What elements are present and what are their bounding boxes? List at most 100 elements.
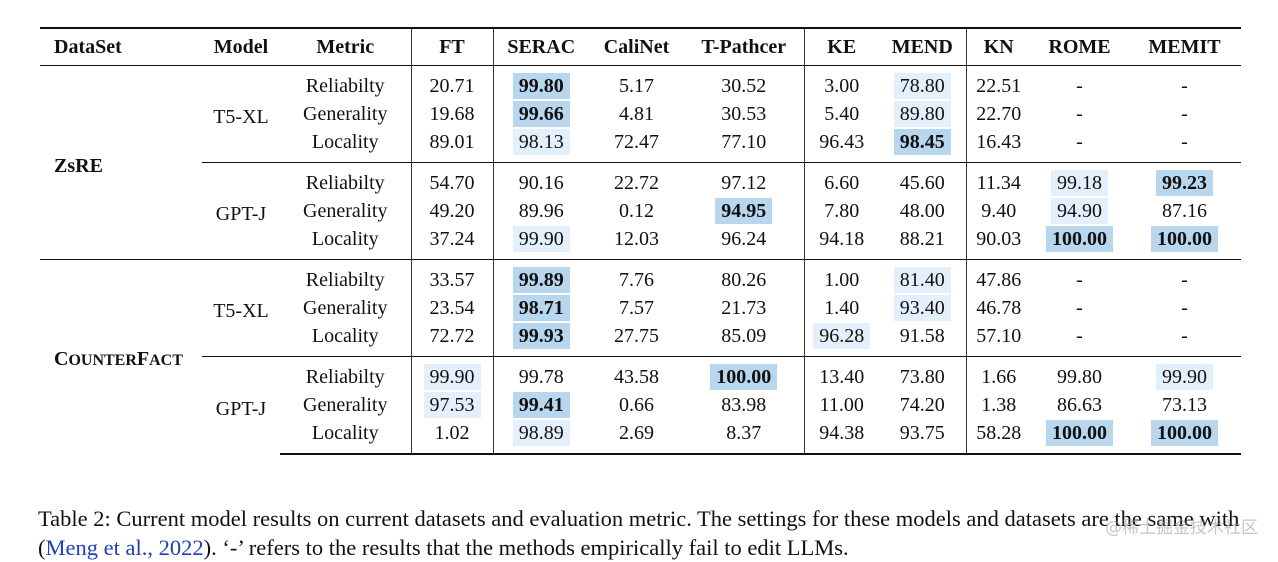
cell-rome: -: [1031, 322, 1128, 357]
cell-value: 3.00: [824, 75, 860, 97]
cell-value: -: [1076, 131, 1083, 153]
cell-ke: 1.40: [803, 294, 879, 322]
cell-calinet: 72.47: [589, 128, 684, 163]
header-serac: SERAC: [492, 28, 589, 66]
cell-value: 11.34: [976, 172, 1021, 194]
cell-rome: -: [1031, 66, 1128, 101]
cell-serac: 99.41: [492, 391, 589, 419]
cell-tpatcher: 96.24: [684, 225, 804, 260]
cell-value: -: [1181, 269, 1188, 291]
table-row: Locality 1.02 98.89 2.69 8.37 94.38 93.75 58.28…: [40, 419, 1241, 455]
cell-value: 94.95: [715, 198, 773, 224]
cell-calinet: 7.76: [589, 259, 684, 294]
cell-memit: -: [1128, 100, 1241, 128]
cell-memit: 99.90: [1128, 356, 1241, 391]
cell-value: 37.24: [429, 228, 475, 250]
cell-value: 1.02: [434, 422, 470, 444]
cell-ft: 99.90: [410, 356, 493, 391]
cell-value: 99.80: [1057, 366, 1102, 388]
cell-memit: 100.00: [1128, 419, 1241, 455]
cell-value: 96.24: [721, 228, 767, 250]
cell-kn: 1.66: [965, 356, 1031, 391]
cell-value: -: [1181, 297, 1188, 319]
metric-name: Locality: [280, 419, 411, 455]
cell-value: -: [1076, 103, 1083, 125]
cell-value: 100.00: [710, 364, 778, 390]
cell-ft: 1.02: [410, 419, 493, 455]
cell-value: 98.89: [512, 420, 570, 446]
cell-value: 21.73: [721, 297, 767, 319]
cell-value: 85.09: [721, 325, 767, 347]
dataset-name: COUNTERFACT: [40, 259, 202, 454]
header-ft: FT: [410, 28, 493, 66]
header-row: DataSet Model Metric FT SERAC CaliNet T-…: [40, 28, 1241, 66]
cell-value: 27.75: [614, 325, 659, 347]
cell-ft: 23.54: [410, 294, 493, 322]
cell-calinet: 12.03: [589, 225, 684, 260]
cell-value: 45.60: [899, 172, 945, 194]
metric-name: Locality: [311, 325, 379, 347]
cell-value: 99.18: [1051, 170, 1108, 196]
cell-value: 1.38: [981, 394, 1017, 416]
metric-name: Generality: [303, 200, 388, 222]
cell-value: 20.71: [429, 75, 475, 97]
cell-kn: 90.03: [965, 225, 1031, 260]
cell-value: 30.52: [721, 75, 767, 97]
cell-value: 99.78: [518, 366, 564, 388]
cell-value: 5.40: [824, 103, 860, 125]
cell-value: 73.13: [1162, 394, 1207, 416]
cell-kn: 58.28: [965, 419, 1031, 455]
cell-ft: 37.24: [410, 225, 493, 260]
header-metric: Metric: [316, 36, 375, 58]
cell-value: 7.57: [619, 297, 654, 319]
table-row: Locality 72.72 99.93 27.75 85.09 96.28 91.58 57…: [40, 322, 1241, 357]
cell-ke: 94.38: [803, 419, 879, 455]
cell-value: 72.47: [614, 131, 659, 153]
cell-value: 72.72: [429, 325, 475, 347]
cell-value: 93.75: [899, 422, 945, 444]
cell-value: 48.00: [899, 200, 945, 222]
cell-calinet: 0.12: [589, 197, 684, 225]
cell-ft: 72.72: [410, 322, 493, 357]
cell-ft: 49.20: [410, 197, 493, 225]
cell-value: 91.58: [899, 325, 945, 347]
cell-value: 58.28: [976, 422, 1022, 444]
model-name: GPT-J: [202, 356, 280, 454]
cell-kn: 22.51: [965, 65, 1031, 100]
cell-kn: 11.34: [965, 162, 1031, 197]
header-dataset: DataSet: [54, 36, 122, 58]
watermark: @稀土掘金技术社区: [1105, 518, 1258, 538]
model-name: GPT-J: [202, 162, 280, 260]
cell-value: 6.60: [824, 172, 860, 194]
cell-ft: 89.01: [410, 128, 493, 163]
cell-kn: 9.40: [965, 197, 1031, 225]
metric-name: Generality: [303, 394, 388, 416]
cell-value: 94.18: [819, 228, 865, 250]
cell-tpatcher: 85.09: [684, 322, 804, 357]
citation-link[interactable]: Meng et al., 2022: [46, 535, 204, 560]
cell-serac: 99.93: [492, 322, 589, 357]
header-memit: MEMIT: [1148, 36, 1221, 58]
cell-value: -: [1181, 131, 1188, 153]
cell-value: 99.90: [512, 226, 570, 252]
cell-calinet: 0.66: [589, 391, 684, 419]
cell-value: 22.70: [976, 103, 1022, 125]
table-row: ZsRE T5-XL Reliabilty 20.71 99.80 5.17 30.52 3.…: [40, 65, 1241, 177]
metric-name: Reliabilty: [280, 259, 411, 294]
header-rome: ROME: [1048, 36, 1111, 58]
cell-rome: 86.63: [1031, 391, 1128, 419]
cell-serac: 99.80: [492, 65, 589, 100]
cell-memit: 87.16: [1128, 197, 1241, 225]
cell-value: 22.72: [614, 172, 659, 194]
cell-value: 4.81: [619, 103, 654, 125]
cell-mend: 78.80: [879, 66, 966, 101]
cell-value: 100.00: [1046, 420, 1113, 446]
cell-value: 5.17: [619, 75, 654, 97]
cell-kn: 47.86: [965, 259, 1031, 294]
cell-value: 96.43: [819, 131, 865, 153]
cell-ke: 3.00: [803, 65, 879, 100]
cell-memit: -: [1128, 294, 1241, 322]
table-row: Generality 97.53 99.41 0.66 83.98 11.00 74.20 1…: [40, 391, 1241, 419]
cell-value: 99.23: [1156, 170, 1213, 196]
cell-ke: 11.00: [803, 391, 879, 419]
